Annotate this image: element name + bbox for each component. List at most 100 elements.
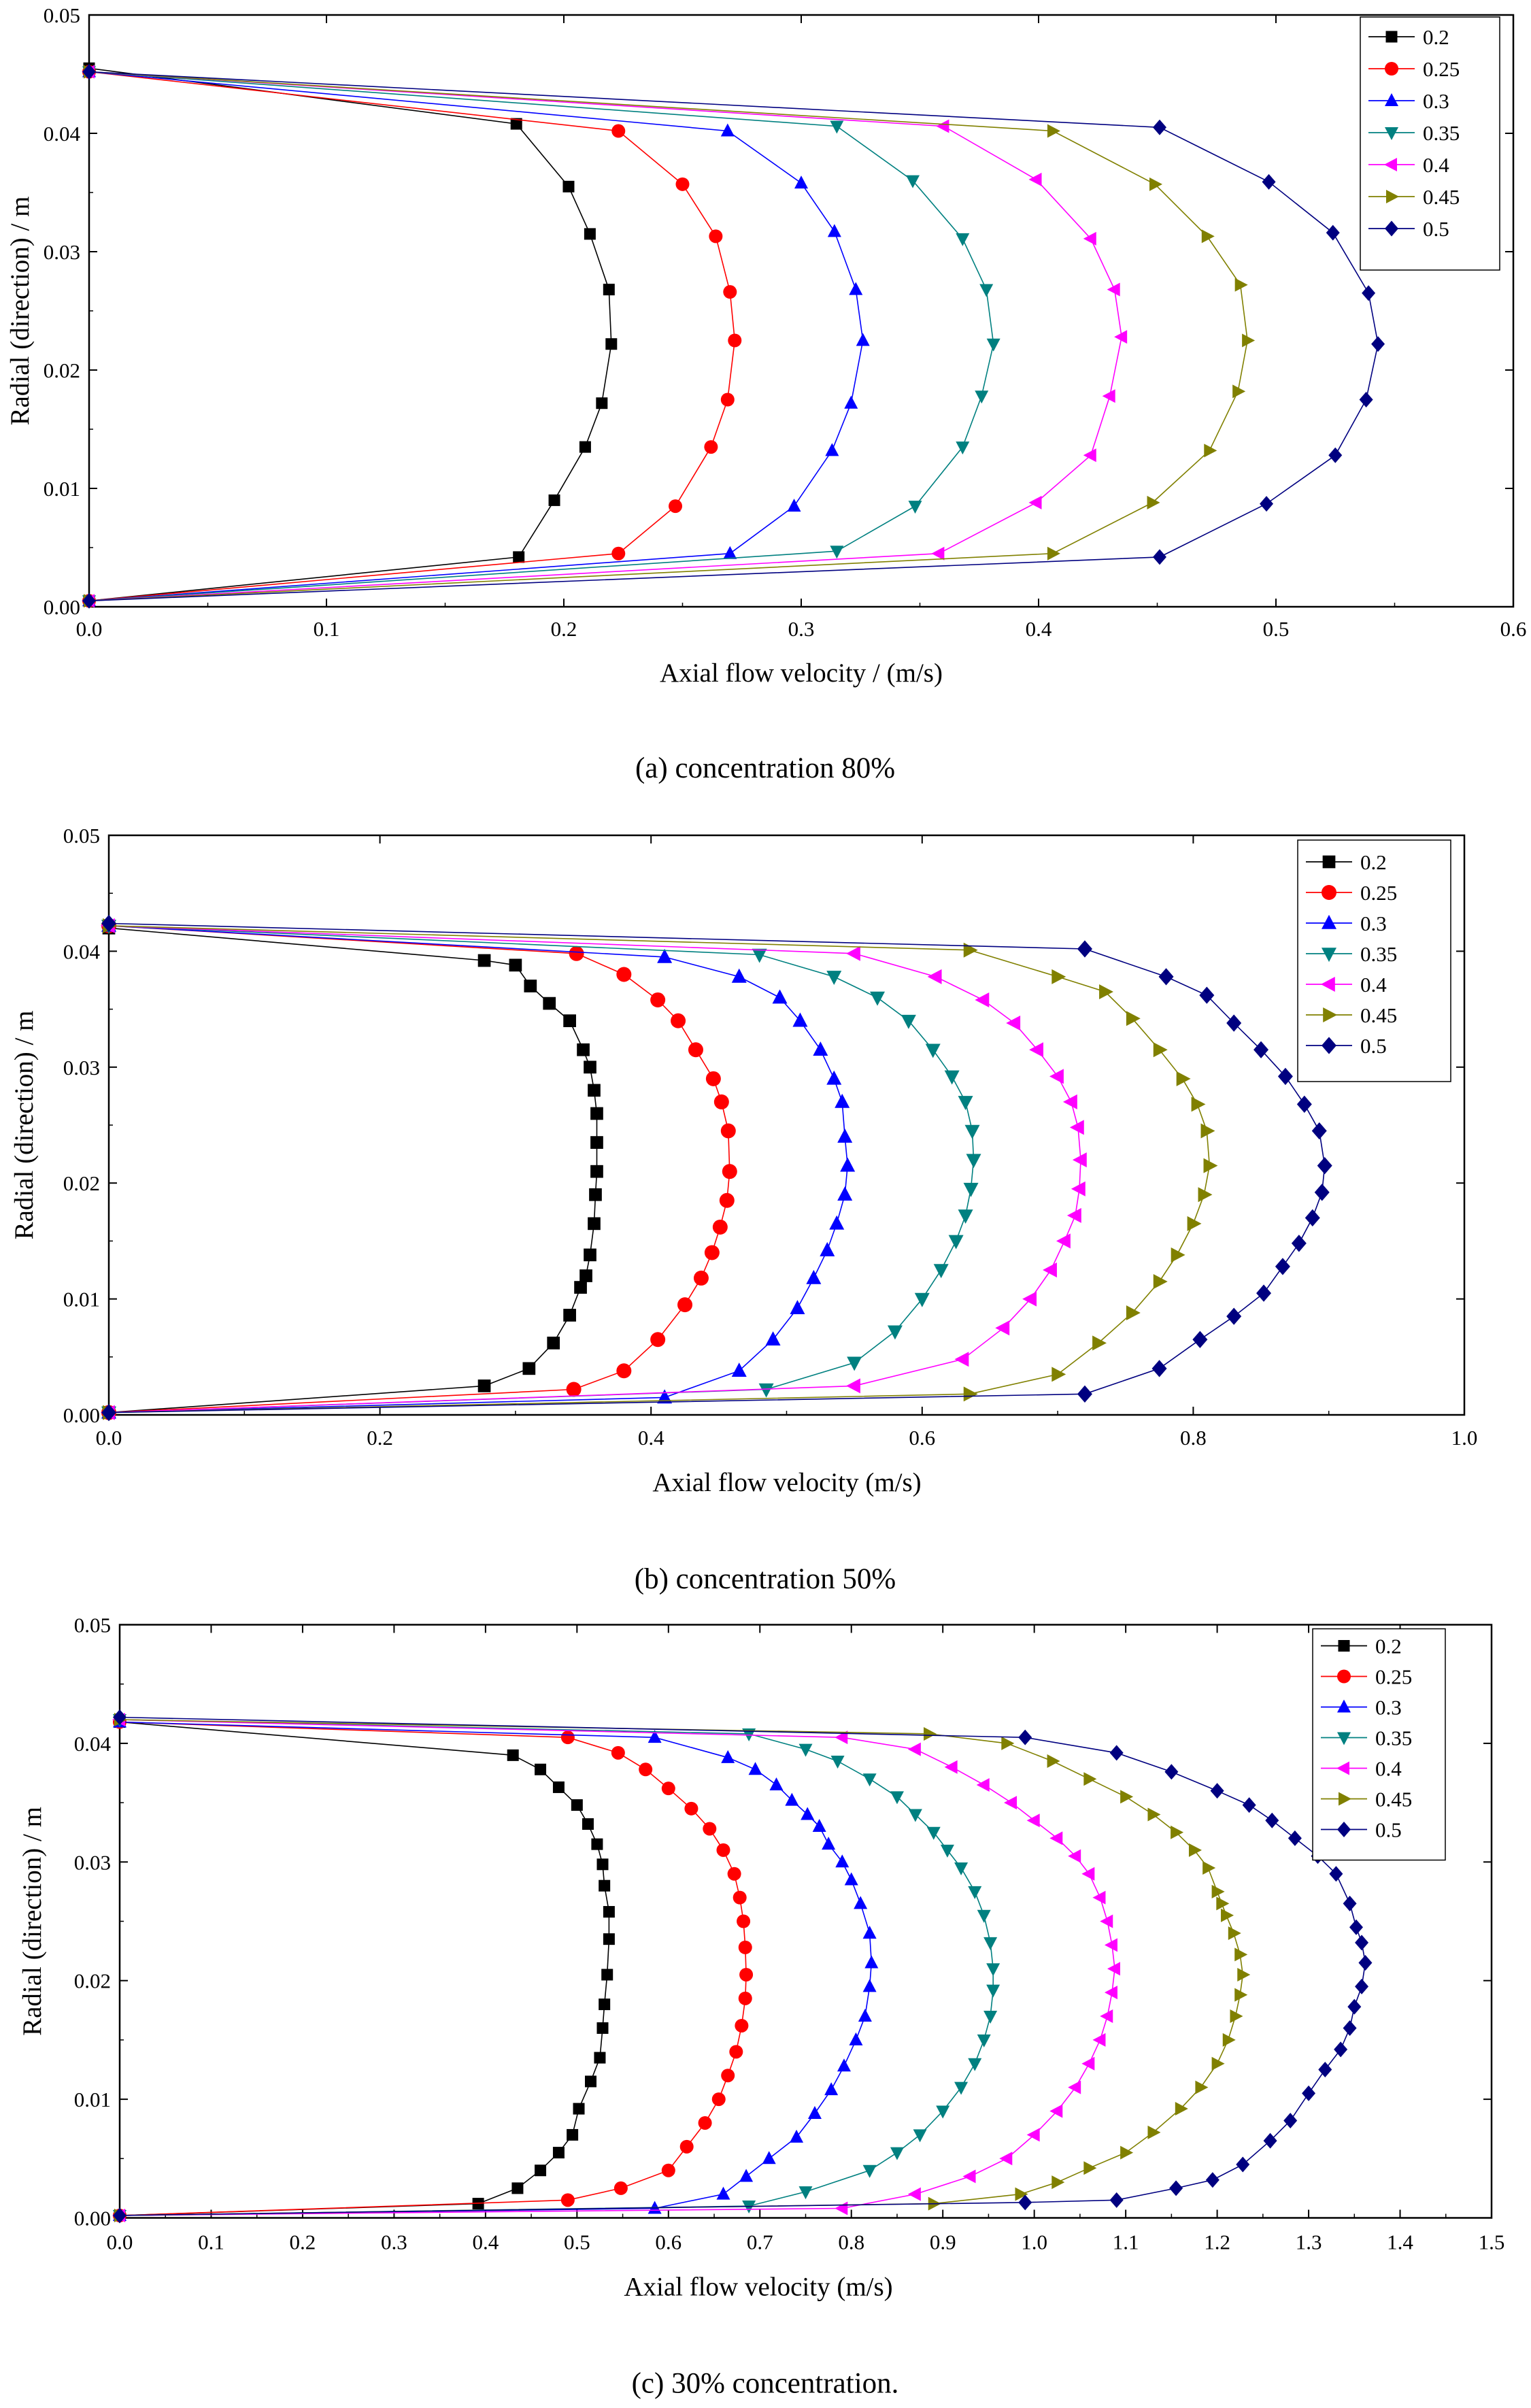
data-point	[675, 177, 690, 191]
data-point	[794, 175, 808, 189]
data-point	[1147, 495, 1160, 509]
series-0.25	[101, 918, 737, 1420]
data-point	[1211, 1884, 1225, 1899]
series-line	[88, 71, 1122, 602]
legend-marker	[1337, 1732, 1351, 1745]
series-line	[88, 71, 1248, 602]
data-point	[835, 1093, 850, 1108]
legend-item: 0.2	[1306, 850, 1387, 874]
series-line	[119, 1719, 994, 2216]
data-point	[101, 1403, 116, 1422]
x-tick-label: 0.4	[472, 2230, 499, 2254]
legend-item: 0.5	[1368, 217, 1449, 241]
data-point	[603, 284, 615, 296]
data-point	[1043, 1262, 1057, 1277]
data-point	[1049, 1069, 1064, 1084]
x-tick-label: 0.1	[198, 2230, 224, 2254]
data-point	[914, 1292, 930, 1307]
data-point	[657, 1389, 673, 1404]
data-point	[1355, 1935, 1369, 1951]
data-point	[1071, 1181, 1086, 1197]
data-point	[650, 992, 666, 1007]
data-point	[849, 2032, 863, 2045]
data-point	[979, 284, 994, 297]
series-0.35	[113, 1714, 1000, 2224]
data-point	[847, 1356, 862, 1371]
x-tick-label: 0.8	[1180, 1426, 1207, 1450]
data-point	[1169, 2180, 1183, 2196]
x-tick-label: 0.4	[1026, 617, 1052, 641]
data-point	[1210, 1783, 1224, 1799]
data-point	[790, 2129, 804, 2143]
data-point	[588, 1217, 601, 1231]
data-point	[735, 2018, 749, 2033]
data-point	[1234, 278, 1248, 292]
data-point	[1092, 1335, 1107, 1351]
data-point	[603, 1933, 615, 1945]
data-point	[801, 1807, 815, 1820]
data-point	[720, 1123, 736, 1139]
data-point	[698, 2116, 712, 2130]
series-layer	[82, 62, 1385, 609]
data-point	[1355, 1978, 1369, 1994]
data-point	[601, 1969, 613, 1981]
data-point	[830, 546, 844, 559]
x-tick-label: 0.0	[96, 1426, 122, 1450]
data-point	[1328, 447, 1343, 463]
data-point	[1256, 1284, 1272, 1302]
data-point	[1326, 224, 1340, 241]
data-point	[856, 333, 870, 346]
y-tick-label: 0.04	[44, 122, 81, 146]
legend-label: 0.2	[1360, 850, 1387, 874]
data-point	[1153, 1042, 1168, 1058]
data-point	[1051, 1367, 1066, 1382]
x-axis-title: Axial flow velocity (m/s)	[652, 1468, 921, 1497]
legend-label: 0.35	[1375, 1726, 1412, 1750]
legend-item: 0.3	[1306, 912, 1387, 935]
legend-marker	[1385, 220, 1398, 237]
data-point	[948, 1235, 964, 1250]
data-point	[566, 1382, 582, 1397]
data-point	[958, 1096, 973, 1111]
x-tick-label: 0.3	[381, 2230, 407, 2254]
data-point	[849, 282, 863, 295]
data-point	[1092, 1890, 1106, 1905]
x-tick-label: 0.7	[747, 2230, 773, 2254]
y-tick-label: 0.04	[63, 939, 101, 963]
data-point	[956, 233, 970, 246]
y-tick-label: 0.05	[63, 824, 100, 848]
data-point	[752, 948, 767, 963]
data-point	[719, 1192, 735, 1208]
data-point	[830, 1756, 845, 1769]
data-point	[723, 546, 737, 559]
tick-group: 0.0 0.2 0.4 0.6 0.8 1.0 0.00 0.01 0.02 0.03 0.04 0.…	[63, 824, 1478, 1450]
data-point	[962, 2169, 976, 2184]
data-point	[977, 1909, 991, 1923]
series-line	[119, 1716, 1366, 2216]
data-point	[1120, 1790, 1134, 1804]
data-point	[870, 991, 886, 1006]
data-point	[739, 1967, 754, 1981]
data-point	[1066, 1207, 1081, 1223]
data-point	[1202, 1861, 1216, 1875]
series-line	[88, 71, 736, 602]
series-line	[119, 1719, 1244, 2216]
data-point	[1234, 1947, 1248, 1962]
legend-marker	[1323, 1007, 1338, 1022]
legend-marker	[1384, 158, 1397, 171]
data-point	[999, 2152, 1013, 2166]
data-point	[806, 1269, 822, 1284]
x-tick-label: 0.9	[930, 2230, 956, 2254]
data-point	[1107, 1962, 1120, 1976]
data-point	[1187, 1216, 1202, 1231]
data-point	[661, 2163, 675, 2177]
x-tick-label: 0.8	[838, 2230, 864, 2254]
data-point	[1120, 2145, 1134, 2160]
data-point	[1296, 1095, 1312, 1113]
data-point	[711, 2092, 726, 2107]
data-point	[563, 1309, 576, 1322]
legend-marker	[1337, 1669, 1351, 1684]
data-point	[1234, 1988, 1248, 2002]
data-point	[1201, 229, 1215, 244]
data-point	[785, 1792, 799, 1806]
